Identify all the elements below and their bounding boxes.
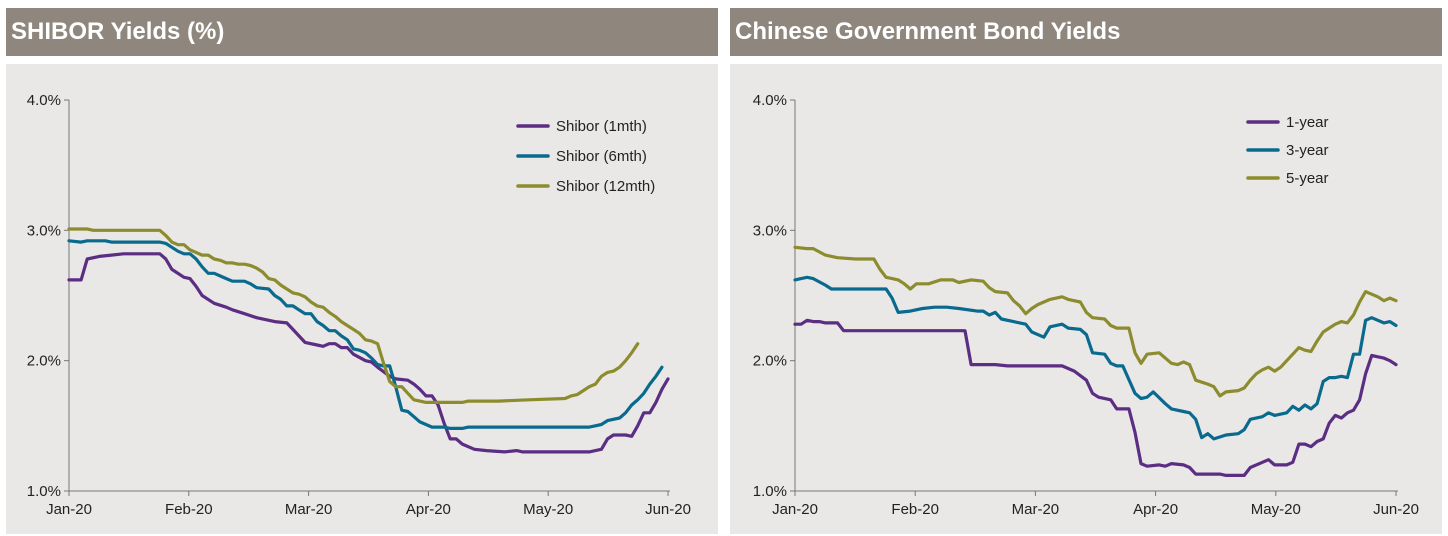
x-tick-label: Jun-20	[645, 501, 691, 518]
x-tick-label: Feb-20	[165, 501, 213, 518]
x-tick-label: Apr-20	[406, 501, 451, 518]
shibor-chart-svg: 1.0% 2.0% 3.0% 4.0% Jan-20 Feb-20 Mar-20 Apr-20…	[27, 92, 691, 518]
legend-label-1: 3-year	[1286, 142, 1329, 159]
x-tick-label: May-20	[1251, 501, 1301, 518]
y-tick-label: 3.0%	[27, 222, 61, 239]
cgb-chart-title: Chinese Government Bond Yields	[730, 8, 1442, 56]
y-tick-label: 3.0%	[753, 222, 787, 239]
legend-label-0: 1-year	[1286, 114, 1329, 131]
x-tick-label: Jan-20	[772, 501, 818, 518]
x-tick-label: Jun-20	[1373, 501, 1419, 518]
x-tick-label: Mar-20	[285, 501, 333, 518]
shibor-chart-title: SHIBOR Yields (%)	[6, 8, 718, 56]
series-line-0	[793, 318, 1398, 477]
series-line-0	[67, 252, 670, 454]
y-tick-label: 4.0%	[27, 92, 61, 109]
legend-label-0: Shibor (1mth)	[556, 118, 647, 135]
y-tick-label: 1.0%	[753, 483, 787, 500]
x-tick-label: Apr-20	[1133, 501, 1178, 518]
series-line-2	[67, 227, 640, 404]
legend-label-2: Shibor (12mth)	[556, 178, 655, 195]
cgb-panel: Chinese Government Bond Yields 1.0% 2.0% 3…	[730, 8, 1442, 534]
cgb-chart-area: 1.0% 2.0% 3.0% 4.0% Jan-20 Feb-20 Mar-20 Apr-20…	[730, 64, 1442, 534]
legend-label-1: Shibor (6mth)	[556, 148, 647, 165]
y-tick-label: 2.0%	[753, 353, 787, 370]
y-tick-label: 2.0%	[27, 353, 61, 370]
x-tick-label: Mar-20	[1012, 501, 1060, 518]
y-tick-label: 1.0%	[27, 483, 61, 500]
cgb-chart-svg: 1.0% 2.0% 3.0% 4.0% Jan-20 Feb-20 Mar-20 Apr-20…	[753, 92, 1419, 518]
shibor-chart-area: 1.0% 2.0% 3.0% 4.0% Jan-20 Feb-20 Mar-20 Apr-20…	[6, 64, 718, 534]
legend-label-2: 5-year	[1286, 170, 1329, 187]
series-line-1	[793, 275, 1398, 441]
x-tick-label: Feb-20	[891, 501, 939, 518]
x-tick-label: Jan-20	[46, 501, 92, 518]
x-tick-label: May-20	[523, 501, 573, 518]
shibor-panel: SHIBOR Yields (%) 1.0% 2.0% 3.0% 4.0% Jan-20…	[6, 8, 718, 534]
series-line-2	[793, 245, 1398, 398]
y-tick-label: 4.0%	[753, 92, 787, 109]
series-line-1	[67, 239, 664, 430]
